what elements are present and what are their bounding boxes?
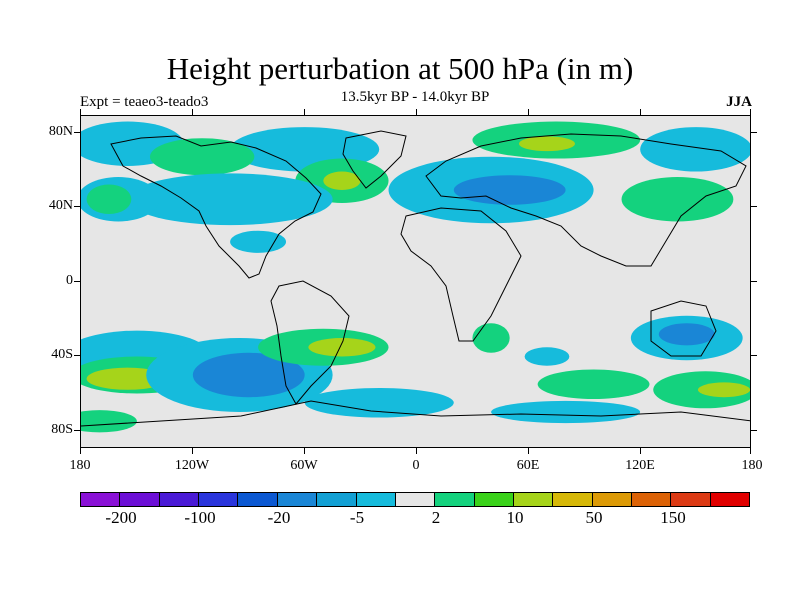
axis-tick (304, 448, 305, 454)
coastline-south-america (270, 280, 350, 405)
colorbar (80, 492, 750, 507)
colorbar-label: -100 (184, 508, 216, 527)
colorbar-label: -200 (105, 508, 137, 527)
axis-tick (416, 109, 417, 115)
colorbar-label: 150 (660, 508, 686, 527)
lat-label-40s: 40S (51, 347, 73, 362)
contour-region (127, 173, 333, 226)
colorbar-cell (632, 493, 672, 506)
coastline-africa (400, 207, 522, 342)
axis-tick (751, 281, 757, 282)
season-label: JJA (726, 94, 752, 110)
axis-tick (751, 206, 757, 207)
lon-label-120e: 120E (625, 458, 655, 473)
coastline-layer (81, 130, 750, 427)
lon-label-60e: 60E (516, 458, 540, 473)
colorbar-cell (317, 493, 357, 506)
colorbar-cell (671, 493, 711, 506)
coastline-australia (650, 300, 717, 357)
axis-tick (416, 448, 417, 454)
contour-region (621, 177, 734, 222)
colorbar-cell (435, 493, 475, 506)
axis-tick (192, 109, 193, 115)
axis-tick (80, 109, 81, 115)
map-subtitle: 13.5kyr BP - 14.0kyr BP (340, 89, 490, 105)
contour-region (537, 369, 650, 400)
axis-tick (751, 430, 757, 431)
colorbar-label: 10 (506, 508, 524, 527)
colorbar-cell (238, 493, 278, 506)
contour-region (86, 184, 132, 215)
contour-region (453, 175, 566, 205)
lat-label-40n: 40N (48, 198, 73, 213)
colorbar-cell (395, 493, 436, 506)
colorbar-label: 2 (431, 508, 441, 527)
coastline-greenland (342, 130, 407, 189)
coastline-eurasia (425, 133, 747, 267)
colorbar-cell (277, 493, 318, 506)
map-plot-area (80, 115, 751, 448)
colorbar-cell (710, 493, 750, 506)
lat-label-0: 0 (66, 273, 73, 288)
contour-region (472, 323, 510, 353)
axis-tick (750, 109, 751, 115)
contour-region (491, 400, 641, 424)
colorbar-cell (120, 493, 160, 506)
colorbar-cell (199, 493, 239, 506)
colorbar-label: -5 (349, 508, 365, 527)
lon-label-120w: 120W (174, 458, 210, 473)
contour-region (658, 323, 715, 346)
axis-tick (528, 448, 529, 454)
coastline-antarctica (81, 400, 750, 427)
axis-tick (304, 109, 305, 115)
colorbar-cell (553, 493, 593, 506)
lon-label-60w: 60W (290, 458, 318, 473)
axis-tick (528, 109, 529, 115)
map-canvas (81, 121, 750, 433)
colorbar-label: 50 (585, 508, 603, 527)
colorbar-cell (81, 493, 121, 506)
axis-tick (74, 430, 80, 431)
axis-tick (74, 132, 80, 133)
contour-region (81, 410, 137, 433)
lon-label-180w: 180 (69, 458, 91, 473)
axis-tick (74, 206, 80, 207)
contour-region (524, 347, 570, 366)
lat-label-80s: 80S (51, 422, 73, 437)
contour-fill-layer (81, 121, 750, 433)
contour-region (323, 171, 361, 190)
experiment-label: Expt = teaeo3-teado3 (80, 94, 209, 110)
coastline-north-america (110, 135, 322, 279)
axis-tick (74, 281, 80, 282)
lat-label-80n: 80N (48, 124, 73, 139)
axis-tick (751, 355, 757, 356)
axis-tick (750, 448, 751, 454)
contour-region (149, 138, 255, 176)
contour-region (304, 387, 454, 418)
contour-region (697, 382, 750, 398)
axis-tick (192, 448, 193, 454)
lon-label-0: 0 (412, 458, 420, 473)
contour-region (640, 127, 750, 172)
contour-region (519, 136, 575, 152)
colorbar-cell (356, 493, 396, 506)
colorbar-label: -20 (267, 508, 291, 527)
map-title: Height perturbation at 500 hPa (in m) (166, 51, 634, 86)
contour-region (308, 338, 376, 357)
colorbar-cell (513, 493, 554, 506)
axis-tick (80, 448, 81, 454)
axis-tick (74, 355, 80, 356)
lon-label-180e: 180 (741, 458, 763, 473)
axis-tick (751, 132, 757, 133)
colorbar-cell (159, 493, 200, 506)
contour-region (230, 230, 287, 253)
contour-region (192, 352, 305, 398)
colorbar-cell (592, 493, 633, 506)
colorbar-cell (474, 493, 514, 506)
axis-tick (640, 109, 641, 115)
axis-tick (640, 448, 641, 454)
